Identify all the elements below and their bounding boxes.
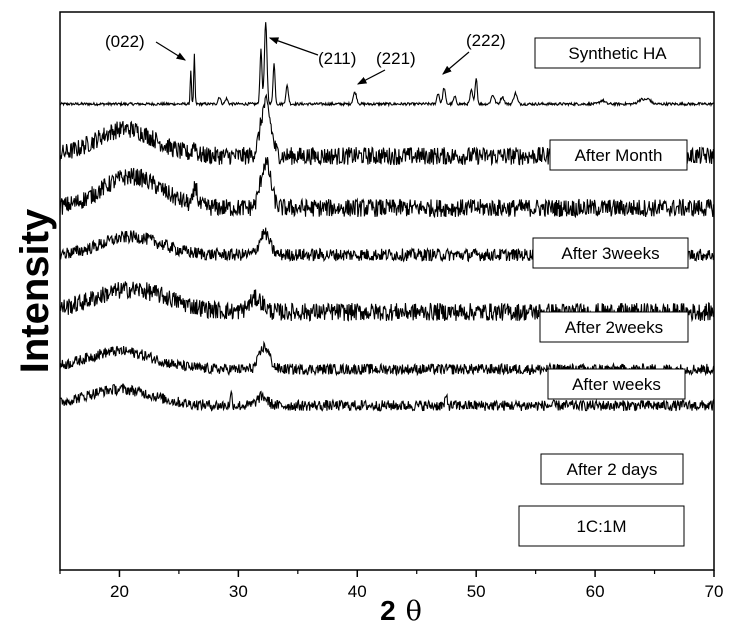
trace-after-weeks: [59, 281, 715, 323]
trace-synthetic-ha: [59, 22, 715, 108]
trace-after-2-days: [59, 340, 715, 377]
annotation-211: (211): [318, 49, 356, 68]
annotation-022: (022): [105, 32, 145, 51]
annotation-arrow-211: [268, 37, 319, 56]
x-axis-label-theta: θ: [406, 596, 422, 625]
annotations-group: (022) (211) (221) (222): [105, 31, 506, 85]
curve-label-1c-1m: 1C:1M: [576, 517, 626, 536]
annotation-222: (222): [466, 31, 506, 50]
curve-label-synthetic-ha: Synthetic HA: [568, 44, 667, 63]
x-tick-label-50: 50: [467, 582, 486, 601]
x-axis-label: 2 θ: [380, 595, 422, 625]
curve-labels-group: Synthetic HA After Month After 3weeks After…: [518, 37, 701, 547]
x-tick-label-70: 70: [705, 582, 724, 601]
annotation-221: (221): [376, 49, 416, 68]
traces-group: [59, 22, 715, 412]
annotation-arrow-221: [356, 69, 386, 85]
curve-label-box-after-3weeks: [532, 237, 689, 269]
curve-label-box-after-2-days: [540, 453, 684, 485]
curve-label-box-synthetic-ha: [534, 37, 701, 69]
plot-frame: [59, 11, 715, 571]
curve-label-box-1c-1m: [518, 505, 685, 547]
curve-label-after-3weeks: After 3weeks: [561, 244, 659, 263]
curve-label-box-after-2weeks: [539, 311, 689, 343]
curve-label-after-weeks: After weeks: [572, 375, 661, 394]
annotation-arrow-222: [442, 51, 470, 75]
x-tick-label-40: 40: [348, 582, 367, 601]
curve-label-box-after-weeks: [547, 368, 686, 400]
curve-label-after-month: After Month: [575, 146, 663, 165]
x-tick-label-60: 60: [586, 582, 605, 601]
x-axis-label-number: 2: [380, 595, 396, 625]
curve-label-after-2-days: After 2 days: [567, 460, 658, 479]
x-tick-label-20: 20: [110, 582, 129, 601]
x-tick-label-30: 30: [229, 582, 248, 601]
x-axis: 20 30 40 50 60 70: [59, 570, 724, 601]
y-axis-label: Intensity: [13, 208, 57, 373]
trace-after-3weeks: [59, 157, 715, 219]
trace-1c-1m: [59, 382, 715, 412]
curve-label-after-2weeks: After 2weeks: [565, 318, 663, 337]
annotation-arrow-022: [155, 41, 187, 61]
curve-label-box-after-month: [549, 139, 688, 171]
